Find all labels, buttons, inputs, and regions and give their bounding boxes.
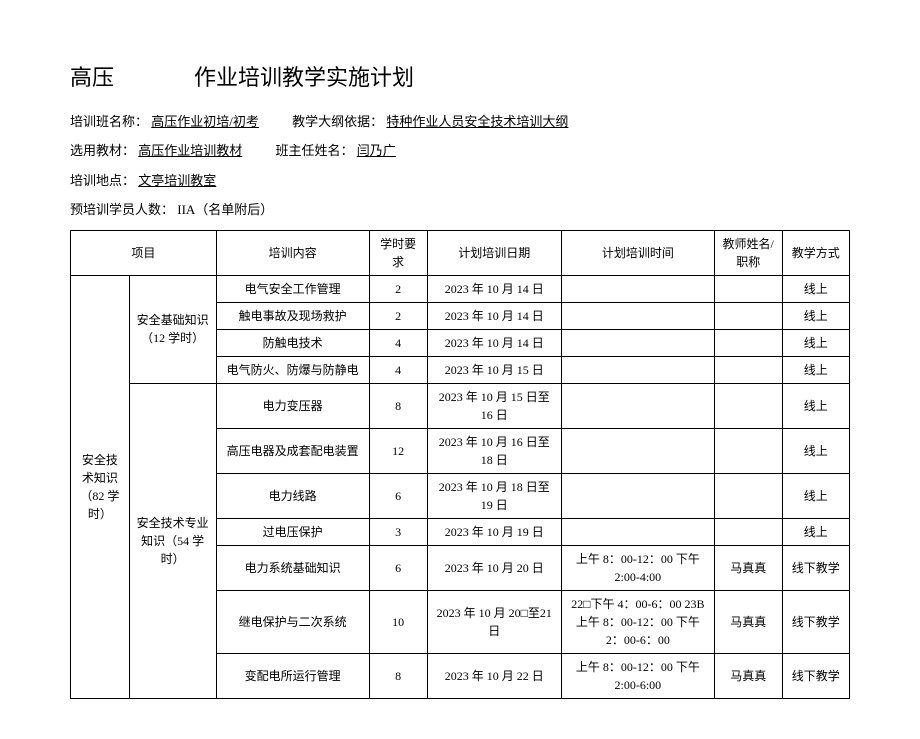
cell-content: 电力线路 <box>216 473 369 518</box>
cell-hours: 3 <box>369 518 427 545</box>
cell-date: 2023 年 10 月 19 日 <box>427 518 561 545</box>
trainee-value: IIA（名单附后） <box>177 202 273 217</box>
cell-hours: 12 <box>369 428 427 473</box>
cell-time <box>561 383 714 428</box>
cell-teacher <box>714 473 782 518</box>
head-value: 闫乃广 <box>357 143 396 158</box>
cell-teacher: 马真真 <box>714 653 782 698</box>
cell-hours: 4 <box>369 329 427 356</box>
cell-method: 线上 <box>782 329 849 356</box>
th-hours: 学时要求 <box>369 230 427 275</box>
training-table: 项目 培训内容 学时要求 计划培训日期 计划培训时间 教师姓名/职称 教学方式 … <box>70 230 850 699</box>
info-line-3: 培训地点： 文亭培训教室 <box>70 169 850 192</box>
cell-method: 线上 <box>782 275 849 302</box>
cell-hours: 8 <box>369 383 427 428</box>
cell-hours: 10 <box>369 590 427 653</box>
material-value: 高压作业培训教材 <box>138 143 242 158</box>
cell-content: 电力变压器 <box>216 383 369 428</box>
cell-hours: 8 <box>369 653 427 698</box>
cell-teacher <box>714 302 782 329</box>
title-left: 高压 <box>70 60 114 92</box>
cell-teacher <box>714 329 782 356</box>
cell-hours: 6 <box>369 473 427 518</box>
cell-content: 电气防火、防爆与防静电 <box>216 356 369 383</box>
outline-value: 特种作业人员安全技术培训大纲 <box>386 114 568 129</box>
cell-content: 过电压保护 <box>216 518 369 545</box>
cell-content: 电力系统基础知识 <box>216 545 369 590</box>
info-line-1: 培训班名称： 高压作业初培/初考 教学大纲依据： 特种作业人员安全技术培训大纲 <box>70 110 850 133</box>
cell-time <box>561 473 714 518</box>
cell-teacher <box>714 428 782 473</box>
cell-method: 线下教学 <box>782 653 849 698</box>
cell-content: 电气安全工作管理 <box>216 275 369 302</box>
info-line-2: 选用教材： 高压作业培训教材 班主任姓名： 闫乃广 <box>70 139 850 162</box>
cell-method: 线上 <box>782 356 849 383</box>
material-label: 选用教材： <box>70 143 135 158</box>
cell-content: 高压电器及成套配电装置 <box>216 428 369 473</box>
cell-date: 2023 年 10 月 14 日 <box>427 275 561 302</box>
th-content: 培训内容 <box>216 230 369 275</box>
cell-method: 线下教学 <box>782 590 849 653</box>
cell-content: 变配电所运行管理 <box>216 653 369 698</box>
cell-method: 线下教学 <box>782 545 849 590</box>
cell-hours: 6 <box>369 545 427 590</box>
cell-method: 线上 <box>782 302 849 329</box>
th-teacher: 教师姓名/职称 <box>714 230 782 275</box>
location-value: 文亭培训教室 <box>138 173 216 188</box>
cell-teacher: 马真真 <box>714 590 782 653</box>
table-header-row: 项目 培训内容 学时要求 计划培训日期 计划培训时间 教师姓名/职称 教学方式 <box>71 230 850 275</box>
cell-date: 2023 年 10 月 22 日 <box>427 653 561 698</box>
cell-time <box>561 428 714 473</box>
trainee-label: 预培训学员人数： <box>70 202 174 217</box>
cell-teacher <box>714 356 782 383</box>
cell-teacher: 马真真 <box>714 545 782 590</box>
cell-time <box>561 275 714 302</box>
th-time: 计划培训时间 <box>561 230 714 275</box>
cell-teacher <box>714 518 782 545</box>
location-label: 培训地点： <box>70 173 135 188</box>
th-method: 教学方式 <box>782 230 849 275</box>
cell-content: 继电保护与二次系统 <box>216 590 369 653</box>
cell-time <box>561 302 714 329</box>
cell-hours: 4 <box>369 356 427 383</box>
cell-hours: 2 <box>369 302 427 329</box>
class-label: 培训班名称： <box>70 114 148 129</box>
cell-method: 线上 <box>782 383 849 428</box>
main-group-cell: 安全技术知识（82 学时） <box>71 275 130 698</box>
head-label: 班主任姓名： <box>276 143 354 158</box>
page-title-row: 高压 作业培训教学实施计划 <box>70 60 850 92</box>
cell-teacher <box>714 383 782 428</box>
title-main: 作业培训教学实施计划 <box>194 60 414 92</box>
cell-date: 2023 年 10 月 14 日 <box>427 329 561 356</box>
cell-date: 2023 年 10 月 15 日 <box>427 356 561 383</box>
cell-time <box>561 329 714 356</box>
cell-date: 2023 年 10 月 16 日至18 日 <box>427 428 561 473</box>
cell-time: 上午 8：00-12：00 下午2:00-4:00 <box>561 545 714 590</box>
cell-method: 线上 <box>782 428 849 473</box>
cell-time: 上午 8：00-12：00 下午2:00-6:00 <box>561 653 714 698</box>
th-date: 计划培训日期 <box>427 230 561 275</box>
th-project: 项目 <box>71 230 217 275</box>
cell-date: 2023 年 10 月 14 日 <box>427 302 561 329</box>
sub1-group-cell: 安全基础知识（12 学时） <box>129 275 216 383</box>
cell-content: 触电事故及现场救护 <box>216 302 369 329</box>
cell-date: 2023 年 10 月 18 日至19 日 <box>427 473 561 518</box>
class-value: 高压作业初培/初考 <box>151 114 259 129</box>
outline-label: 教学大纲依据： <box>292 114 383 129</box>
cell-time <box>561 518 714 545</box>
cell-date: 2023 年 10 月 20 日 <box>427 545 561 590</box>
cell-hours: 2 <box>369 275 427 302</box>
cell-method: 线上 <box>782 473 849 518</box>
cell-content: 防触电技术 <box>216 329 369 356</box>
cell-date: 2023 年 10 月 15 日至16 日 <box>427 383 561 428</box>
info-line-4: 预培训学员人数： IIA（名单附后） <box>70 198 850 221</box>
cell-teacher <box>714 275 782 302</box>
cell-method: 线上 <box>782 518 849 545</box>
table-row: 安全技术专业知识（54 学时） 电力变压器 8 2023 年 10 月 15 日… <box>71 383 850 428</box>
cell-date: 2023 年 10 月 20□至21 日 <box>427 590 561 653</box>
cell-time <box>561 356 714 383</box>
table-row: 安全技术知识（82 学时） 安全基础知识（12 学时） 电气安全工作管理 2 2… <box>71 275 850 302</box>
cell-time: 22□下午 4：00-6：00 23B 上午 8：00-12：00 下午 2：0… <box>561 590 714 653</box>
